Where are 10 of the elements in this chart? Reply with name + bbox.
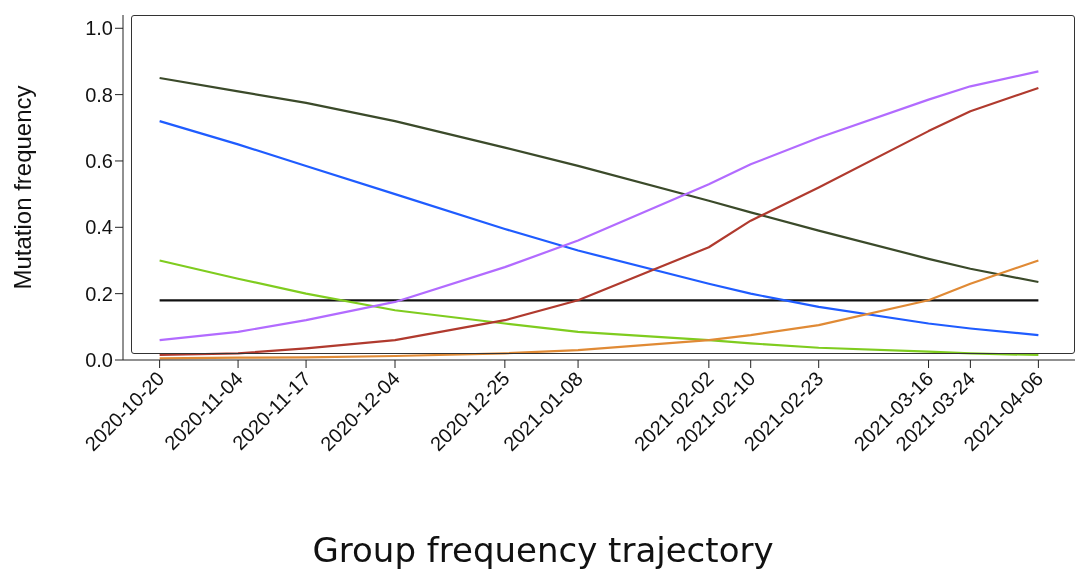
y-tick-label: 0.6	[85, 150, 113, 173]
y-tick-label: 0.8	[85, 83, 113, 106]
text: Group frequency trajectory	[311, 530, 775, 570]
line-series	[158, 120, 1040, 337]
line-series	[158, 76, 1040, 284]
y-tick-label: 0.0	[85, 349, 113, 372]
y-tick-label: 0.2	[85, 282, 113, 305]
y-tick-label: 0.4	[85, 216, 113, 239]
y-tick-label: 1.0	[85, 17, 113, 40]
y-axis-title: Mutation frequency	[8, 85, 36, 290]
